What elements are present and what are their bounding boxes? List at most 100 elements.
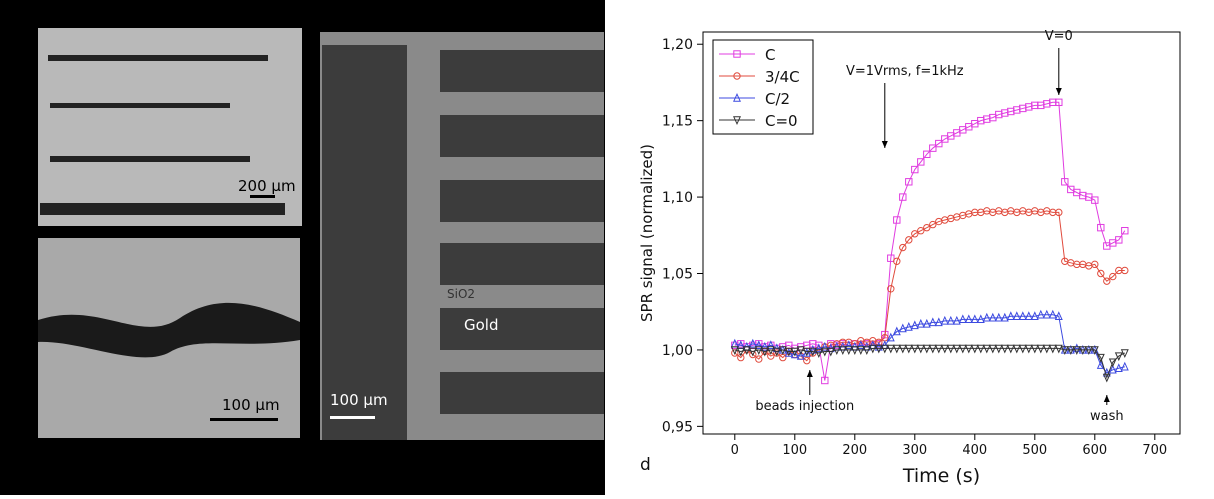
y-axis-label: SPR signal (normalized) xyxy=(638,144,656,322)
x-tick-label: 200 xyxy=(842,443,867,458)
data-point xyxy=(917,158,925,166)
data-point xyxy=(1030,344,1039,354)
series xyxy=(731,98,1129,385)
x-tick-label: 600 xyxy=(1082,443,1107,458)
data-point xyxy=(1096,360,1105,369)
data-point xyxy=(886,344,895,354)
electrode-bus xyxy=(322,45,407,440)
data-point xyxy=(1012,344,1021,354)
data-point xyxy=(766,340,775,350)
y-tick-label: 1,10 xyxy=(662,190,693,206)
data-point xyxy=(935,139,943,148)
data-point xyxy=(796,346,805,355)
data-point xyxy=(916,344,925,354)
data-point xyxy=(982,344,991,354)
data-point xyxy=(880,344,889,354)
series-line xyxy=(734,347,1126,379)
data-point xyxy=(910,320,919,330)
data-point xyxy=(958,344,967,354)
data-point xyxy=(1096,353,1105,363)
series-line xyxy=(734,210,1125,362)
data-point xyxy=(796,350,805,360)
arrow-head xyxy=(1103,395,1110,402)
arrow-head xyxy=(806,370,813,377)
data-point xyxy=(905,178,913,186)
data-point xyxy=(892,326,901,336)
series xyxy=(730,344,1129,383)
data-point xyxy=(1048,344,1057,354)
data-point xyxy=(814,343,823,353)
data-point xyxy=(1030,311,1039,321)
x-tick-label: 300 xyxy=(902,443,927,458)
series-line xyxy=(734,314,1125,374)
data-point xyxy=(1108,358,1117,368)
data-point xyxy=(922,344,931,354)
data-point xyxy=(784,347,793,357)
data-point xyxy=(1024,311,1033,321)
data-point xyxy=(929,220,937,229)
data-point xyxy=(1121,227,1129,235)
data-point xyxy=(1103,277,1111,285)
data-point xyxy=(958,314,967,324)
data-point xyxy=(1018,344,1027,354)
data-point xyxy=(748,338,757,348)
data-point xyxy=(1006,344,1015,354)
data-point xyxy=(1000,344,1009,354)
data-point xyxy=(778,346,787,355)
data-point xyxy=(994,344,1003,354)
data-point xyxy=(766,346,775,355)
data-point xyxy=(898,344,907,354)
data-point xyxy=(946,315,955,325)
data-point xyxy=(814,349,823,359)
data-point xyxy=(923,150,931,158)
data-point xyxy=(910,344,919,354)
legend-label: C xyxy=(765,46,775,64)
x-tick-label: 400 xyxy=(962,443,987,458)
material-label: SiO2 xyxy=(447,287,475,301)
data-point xyxy=(1055,208,1063,217)
data-point xyxy=(760,341,769,351)
data-point xyxy=(929,144,937,152)
data-point xyxy=(922,318,931,328)
scale-label: 100 µm xyxy=(330,391,388,409)
data-point xyxy=(1000,312,1009,322)
data-point xyxy=(821,376,829,385)
data-point xyxy=(964,344,973,354)
data-point xyxy=(994,312,1003,322)
data-point xyxy=(790,349,799,359)
data-point xyxy=(898,323,907,333)
panel-label: d xyxy=(640,455,651,475)
data-point xyxy=(923,223,931,232)
data-point xyxy=(1091,260,1099,269)
data-point xyxy=(790,347,799,357)
data-point xyxy=(928,344,937,354)
data-point xyxy=(899,243,907,252)
data-point xyxy=(838,346,847,355)
data-point xyxy=(856,346,865,355)
data-point xyxy=(1091,196,1099,204)
x-tick-label: 100 xyxy=(782,443,807,458)
data-point xyxy=(887,254,895,262)
data-point xyxy=(803,356,811,365)
data-point xyxy=(1097,223,1105,232)
data-point xyxy=(772,347,781,357)
data-point xyxy=(1115,236,1123,244)
y-tick-label: 1,05 xyxy=(662,267,693,283)
legend-label: C=0 xyxy=(765,112,798,130)
data-point xyxy=(820,347,829,357)
data-point xyxy=(1048,309,1057,319)
data-point xyxy=(1036,309,1045,319)
y-tick-label: 0,95 xyxy=(662,419,693,435)
data-point xyxy=(970,314,979,324)
data-point xyxy=(733,72,741,80)
data-point xyxy=(952,315,961,325)
data-point xyxy=(1060,346,1069,355)
data-point xyxy=(1114,352,1123,362)
data-point xyxy=(1055,98,1063,107)
data-point xyxy=(970,344,979,354)
data-point xyxy=(733,92,741,102)
data-point xyxy=(905,236,913,244)
data-point xyxy=(748,347,757,357)
y-tick-label: 1,00 xyxy=(662,343,693,359)
data-point xyxy=(1042,344,1051,354)
